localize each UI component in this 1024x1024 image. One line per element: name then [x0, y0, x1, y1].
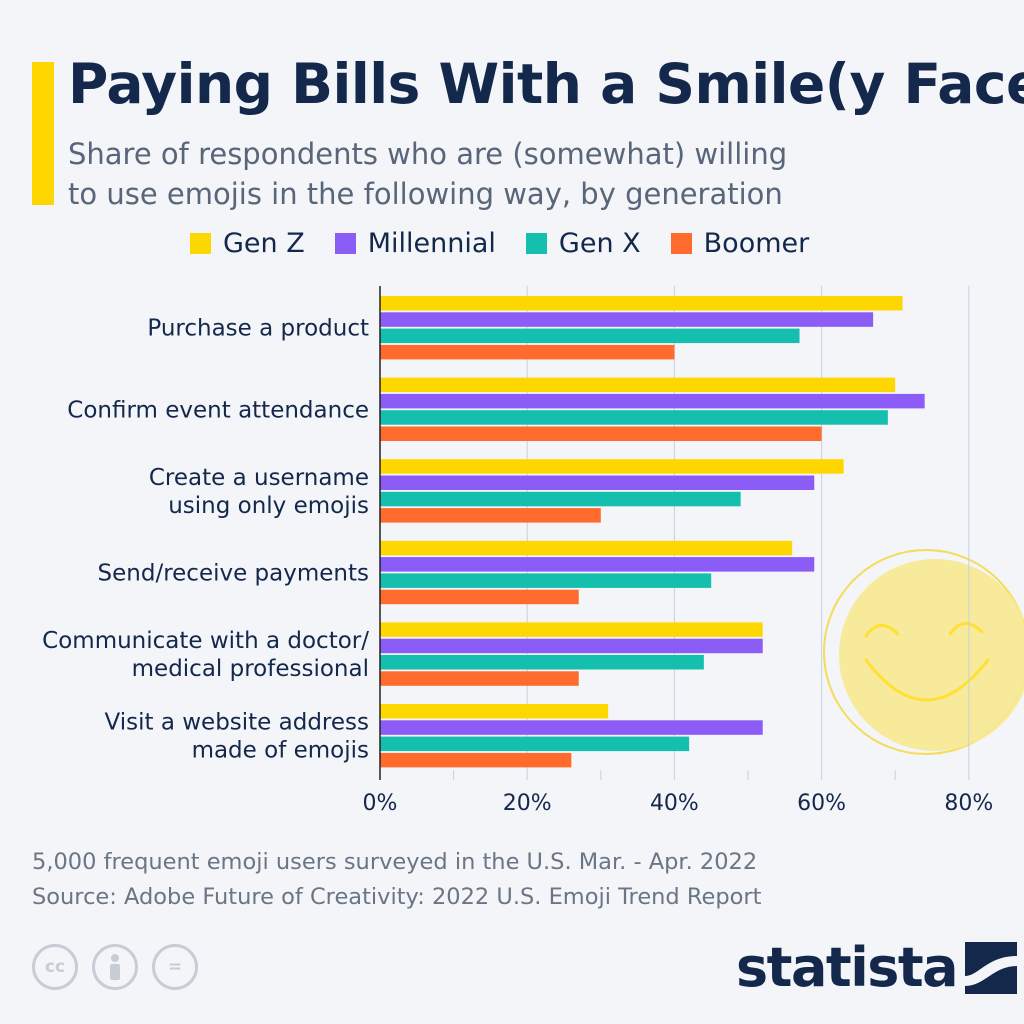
legend-label: Gen X: [558, 228, 641, 259]
bar-gen-z: [380, 540, 793, 556]
license-icons: cc =: [32, 944, 212, 990]
chart-legend: Gen Z Millennial Gen X Boomer: [190, 228, 839, 259]
x-tick-label: 40%: [650, 791, 699, 816]
chart-subtitle: Share of respondents who are (somewhat) …: [68, 134, 968, 214]
cc-icon[interactable]: cc: [32, 944, 78, 990]
bar-gen-x: [380, 491, 741, 507]
legend-label: Boomer: [703, 228, 810, 259]
bar-millennial: [380, 312, 874, 327]
legend-label: Millennial: [367, 228, 496, 259]
bar-millennial: [380, 557, 815, 572]
category-label: Purchase a product: [147, 316, 369, 342]
category-label-line: Create a username: [149, 465, 369, 491]
legend-item-gen-z: Gen Z: [190, 228, 305, 259]
category-label: Visit a website address made of emojis: [105, 710, 370, 764]
legend-swatch: [525, 233, 547, 254]
category-label-line: Purchase a product: [147, 316, 369, 342]
bar-gen-x: [380, 655, 704, 670]
bar-gen-z: [380, 704, 609, 719]
bar-millennial: [380, 475, 815, 490]
source-note: Source: Adobe Future of Creativity: 2022…: [32, 884, 762, 910]
statista-logo[interactable]: statista: [736, 936, 1018, 999]
legend-item-millennial: Millennial: [334, 228, 496, 259]
bar-millennial: [380, 393, 925, 409]
bar-boomer: [380, 426, 822, 441]
bar-boomer: [380, 589, 579, 605]
category-label-line: made of emojis: [192, 738, 369, 764]
bar-gen-x: [380, 573, 712, 588]
x-tick-labels: 0% 20% 40% 60% 80%: [363, 791, 994, 816]
category-label: Confirm event attendance: [67, 397, 369, 423]
bar-gen-z: [380, 377, 896, 393]
bar-boomer: [380, 752, 572, 768]
smiley-face-icon: [823, 549, 1024, 755]
bar-gen-x: [380, 410, 888, 425]
category-label-line: Visit a website address: [105, 710, 370, 736]
legend-swatch: [190, 233, 211, 254]
bar-chart: Purchase a product Confirm event attendan…: [42, 286, 1024, 816]
attribution-icon[interactable]: [92, 944, 138, 990]
category-label: Create a username using only emojis: [149, 465, 369, 519]
legend-swatch: [670, 233, 692, 254]
subtitle-line-1: Share of respondents who are (somewhat) …: [68, 137, 788, 171]
bar-gen-z: [380, 296, 903, 311]
bar-boomer: [380, 344, 675, 360]
category-label-line: Communicate with a doctor/: [42, 628, 369, 654]
bar-millennial: [380, 720, 763, 735]
chart-title: Paying Bills With a Smile(y Face): [68, 52, 1024, 116]
legend-swatch: [334, 233, 356, 254]
statista-mark-icon: [965, 941, 1018, 994]
bar-millennial: [380, 638, 763, 654]
grid-lines: [453, 286, 970, 780]
x-tick-label: 20%: [503, 791, 552, 816]
bar-gen-x: [380, 736, 690, 752]
category-label: Communicate with a doctor/medical profes…: [42, 628, 369, 682]
x-tick-label: 0%: [363, 791, 398, 816]
category-label-line: medical professional: [132, 656, 369, 682]
bar-boomer: [380, 671, 579, 686]
survey-note: 5,000 frequent emoji users surveyed in t…: [32, 849, 758, 875]
bar-gen-x: [380, 328, 800, 344]
title-accent-bar: [32, 62, 54, 205]
category-label: Send/receive payments: [98, 561, 369, 587]
brand-name: statista: [736, 936, 959, 999]
category-label-line: Send/receive payments: [98, 561, 369, 587]
legend-label: Gen Z: [223, 228, 305, 259]
bars: [380, 296, 925, 768]
bar-gen-z: [380, 622, 763, 637]
bar-boomer: [380, 508, 601, 523]
x-tick-label: 60%: [797, 791, 846, 816]
category-label-line: using only emojis: [168, 493, 369, 519]
subtitle-line-2: to use emojis in the following way, by g…: [68, 177, 783, 211]
no-derivatives-icon[interactable]: =: [152, 944, 198, 990]
bar-gen-z: [380, 459, 844, 474]
legend-item-gen-x: Gen X: [525, 228, 641, 259]
legend-item-boomer: Boomer: [670, 228, 810, 259]
x-tick-label: 80%: [944, 791, 993, 816]
footer: 5,000 frequent emoji users surveyed in t…: [32, 845, 761, 915]
category-label-line: Confirm event attendance: [67, 397, 369, 423]
category-labels: Purchase a product Confirm event attendan…: [42, 316, 369, 764]
